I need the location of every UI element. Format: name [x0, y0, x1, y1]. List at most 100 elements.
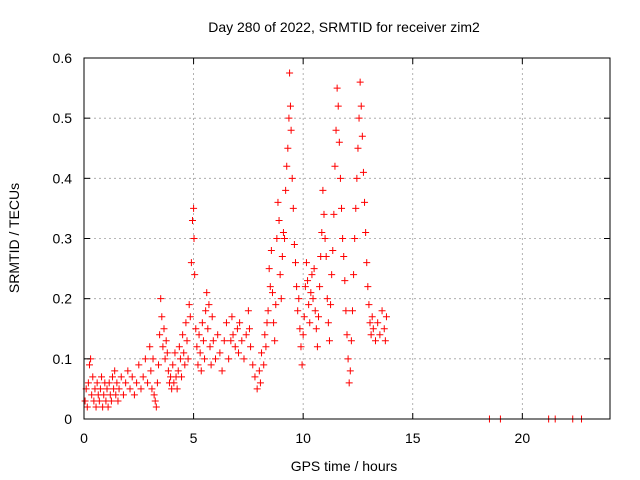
- data-point: [305, 301, 312, 308]
- data-point: [331, 163, 338, 170]
- axis-ticks: 0 0.1 0.2 0.3 0.4 0.5 0.6 0 5 10 15 20: [53, 50, 610, 446]
- data-point: [158, 313, 165, 320]
- data-point: [356, 115, 363, 122]
- chart-title: Day 280 of 2022, SRMTID for receiver zim…: [208, 19, 480, 35]
- data-point: [106, 379, 113, 386]
- data-point: [202, 307, 209, 314]
- data-point: [104, 385, 111, 392]
- data-point: [169, 361, 176, 368]
- data-point: [339, 235, 346, 242]
- data-point: [178, 373, 185, 380]
- data-point: [181, 361, 188, 368]
- data-point: [379, 307, 386, 314]
- data-point: [281, 235, 288, 242]
- data-point: [137, 385, 144, 392]
- data-point: [351, 235, 358, 242]
- data-point: [349, 307, 356, 314]
- data-point: [97, 385, 104, 392]
- data-point: [289, 175, 296, 182]
- data-point: [203, 289, 210, 296]
- data-point: [270, 319, 277, 326]
- data-point: [85, 379, 92, 386]
- data-point: [294, 307, 301, 314]
- data-point: [345, 355, 352, 362]
- data-point: [330, 211, 337, 218]
- data-point: [177, 355, 184, 362]
- y-tick-label: 0.3: [53, 231, 73, 247]
- data-point: [162, 355, 169, 362]
- data-point: [93, 403, 100, 410]
- data-point: [314, 343, 321, 350]
- data-point: [304, 277, 311, 284]
- data-point: [100, 391, 107, 398]
- data-point: [354, 145, 361, 152]
- data-point: [318, 229, 325, 236]
- data-point: [174, 385, 181, 392]
- data-point: [157, 295, 164, 302]
- data-point: [109, 373, 116, 380]
- data-point: [243, 331, 250, 338]
- data-point: [326, 337, 333, 344]
- data-point: [278, 295, 285, 302]
- data-point: [118, 373, 125, 380]
- data-point: [147, 367, 154, 374]
- data-point: [159, 343, 166, 350]
- y-axis-label: SRMTID / TECUs: [6, 183, 22, 293]
- x-tick-label: 0: [80, 430, 88, 446]
- data-point: [191, 235, 198, 242]
- y-tick-label: 0.1: [53, 351, 73, 367]
- data-point: [325, 319, 332, 326]
- data-point: [219, 367, 226, 374]
- data-point: [344, 331, 351, 338]
- data-point: [223, 319, 230, 326]
- data-point: [196, 331, 203, 338]
- data-point: [199, 319, 206, 326]
- data-point: [122, 379, 129, 386]
- x-tick-label: 10: [295, 430, 311, 446]
- data-point: [335, 103, 342, 110]
- data-point: [182, 319, 189, 326]
- data-point: [299, 361, 306, 368]
- data-point: [315, 313, 322, 320]
- data-point: [293, 283, 300, 290]
- data-point: [258, 349, 265, 356]
- data-point: [155, 361, 162, 368]
- data-point: [212, 355, 219, 362]
- data-point: [301, 313, 308, 320]
- data-point: [140, 373, 147, 380]
- data-point: [284, 145, 291, 152]
- data-point: [129, 373, 136, 380]
- data-point: [240, 355, 247, 362]
- data-point: [367, 319, 374, 326]
- data-point: [360, 169, 367, 176]
- data-point: [131, 391, 138, 398]
- data-point: [190, 205, 197, 212]
- data-point: [361, 199, 368, 206]
- data-point: [347, 367, 354, 374]
- data-point: [94, 379, 101, 386]
- data-point: [254, 385, 261, 392]
- y-tick-label: 0.2: [53, 291, 73, 307]
- data-point: [201, 355, 208, 362]
- data-point: [268, 247, 275, 254]
- plot-frame: [84, 58, 610, 419]
- data-point: [238, 337, 245, 344]
- data-point: [320, 211, 327, 218]
- data-point: [285, 115, 292, 122]
- data-point: [333, 127, 340, 134]
- data-point: [86, 361, 93, 368]
- data-point: [210, 337, 217, 344]
- y-tick-label: 0.5: [53, 110, 73, 126]
- data-point: [197, 349, 204, 356]
- data-point: [205, 301, 212, 308]
- data-point: [303, 259, 310, 266]
- data-point: [171, 349, 178, 356]
- data-point: [383, 313, 390, 320]
- data-point: [372, 337, 379, 344]
- data-point: [251, 373, 258, 380]
- data-point: [376, 331, 383, 338]
- data-point: [249, 361, 256, 368]
- data-point: [187, 313, 194, 320]
- data-point: [374, 319, 381, 326]
- data-point: [230, 331, 237, 338]
